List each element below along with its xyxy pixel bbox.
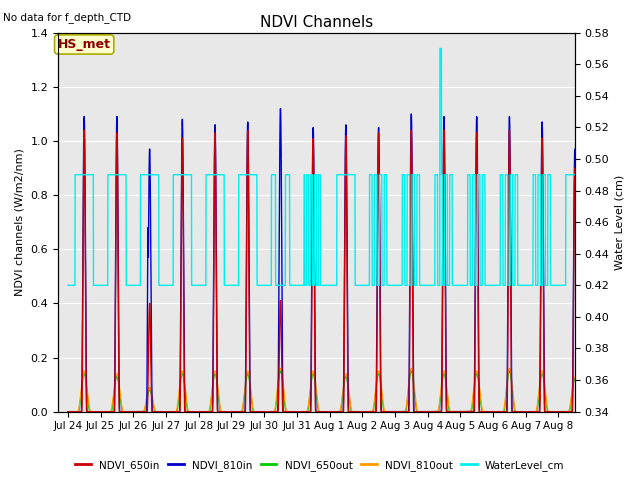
Y-axis label: Water Level (cm): Water Level (cm) [615, 175, 625, 270]
Title: NDVI Channels: NDVI Channels [260, 15, 373, 30]
Text: HS_met: HS_met [58, 38, 111, 51]
Text: No data for f_depth_CTD: No data for f_depth_CTD [3, 12, 131, 23]
Legend: NDVI_650in, NDVI_810in, NDVI_650out, NDVI_810out, WaterLevel_cm: NDVI_650in, NDVI_810in, NDVI_650out, NDV… [71, 456, 569, 475]
Y-axis label: NDVI channels (W/m2/nm): NDVI channels (W/m2/nm) [15, 148, 25, 296]
